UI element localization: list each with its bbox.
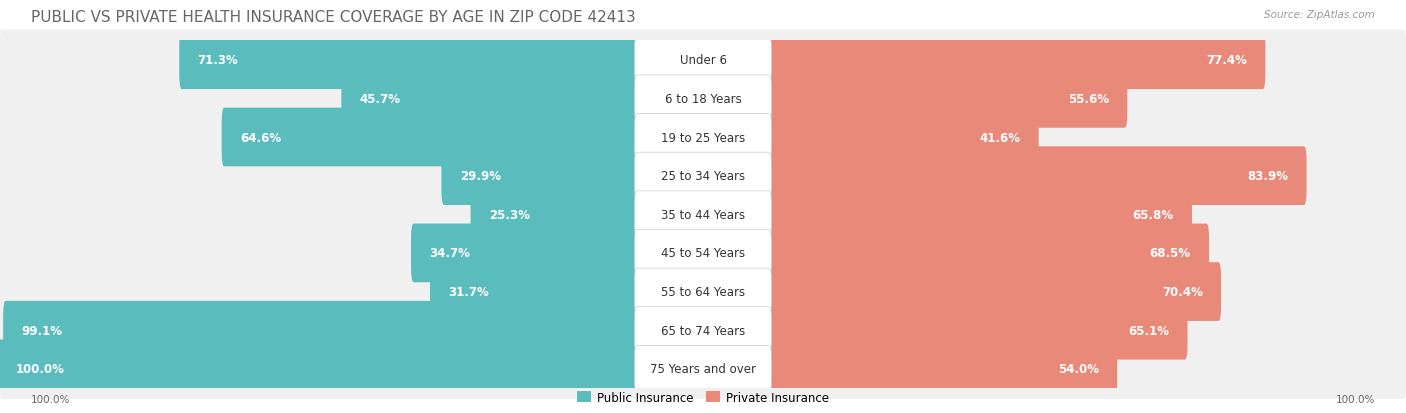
FancyBboxPatch shape [634,346,772,392]
FancyBboxPatch shape [222,108,636,167]
FancyBboxPatch shape [471,185,636,244]
FancyBboxPatch shape [634,191,772,238]
Text: 68.5%: 68.5% [1150,247,1191,260]
Text: 64.6%: 64.6% [240,131,281,144]
Text: PUBLIC VS PRIVATE HEALTH INSURANCE COVERAGE BY AGE IN ZIP CODE 42413: PUBLIC VS PRIVATE HEALTH INSURANCE COVER… [31,10,636,25]
FancyBboxPatch shape [634,76,772,123]
FancyBboxPatch shape [0,339,636,398]
FancyBboxPatch shape [0,108,1406,168]
FancyBboxPatch shape [770,301,1188,360]
Text: 25 to 34 Years: 25 to 34 Years [661,170,745,183]
FancyBboxPatch shape [0,262,1406,322]
Text: 65 to 74 Years: 65 to 74 Years [661,324,745,337]
FancyBboxPatch shape [634,37,772,84]
FancyBboxPatch shape [0,146,1406,206]
Legend: Public Insurance, Private Insurance: Public Insurance, Private Insurance [574,387,832,407]
FancyBboxPatch shape [770,108,1039,167]
Text: 31.7%: 31.7% [449,285,489,298]
Text: 100.0%: 100.0% [15,363,65,375]
Text: 45 to 54 Years: 45 to 54 Years [661,247,745,260]
Text: 83.9%: 83.9% [1247,170,1288,183]
FancyBboxPatch shape [411,224,636,282]
FancyBboxPatch shape [0,339,1406,399]
Text: 65.1%: 65.1% [1128,324,1170,337]
Text: 29.9%: 29.9% [460,170,501,183]
FancyBboxPatch shape [342,70,636,128]
Text: 65.8%: 65.8% [1132,208,1174,221]
FancyBboxPatch shape [0,185,1406,245]
Text: 77.4%: 77.4% [1206,54,1247,67]
FancyBboxPatch shape [0,300,1406,361]
Text: 55.6%: 55.6% [1067,93,1109,106]
FancyBboxPatch shape [770,224,1209,282]
Text: 35 to 44 Years: 35 to 44 Years [661,208,745,221]
Text: 19 to 25 Years: 19 to 25 Years [661,131,745,144]
Text: 70.4%: 70.4% [1161,285,1202,298]
Text: 41.6%: 41.6% [980,131,1021,144]
FancyBboxPatch shape [430,263,636,321]
Text: 99.1%: 99.1% [21,324,62,337]
FancyBboxPatch shape [0,223,1406,283]
FancyBboxPatch shape [634,307,772,354]
FancyBboxPatch shape [634,268,772,315]
FancyBboxPatch shape [179,31,636,90]
FancyBboxPatch shape [441,147,636,206]
FancyBboxPatch shape [0,69,1406,129]
Text: Under 6: Under 6 [679,54,727,67]
FancyBboxPatch shape [0,31,1406,90]
FancyBboxPatch shape [770,263,1220,321]
Text: 100.0%: 100.0% [1336,394,1375,404]
Text: 54.0%: 54.0% [1057,363,1099,375]
FancyBboxPatch shape [634,114,772,161]
FancyBboxPatch shape [770,70,1128,128]
Text: 71.3%: 71.3% [198,54,239,67]
Text: 6 to 18 Years: 6 to 18 Years [665,93,741,106]
Text: 45.7%: 45.7% [360,93,401,106]
FancyBboxPatch shape [3,301,636,360]
FancyBboxPatch shape [770,339,1118,398]
FancyBboxPatch shape [634,230,772,277]
Text: 100.0%: 100.0% [31,394,70,404]
Text: 75 Years and over: 75 Years and over [650,363,756,375]
Text: 25.3%: 25.3% [489,208,530,221]
Text: Source: ZipAtlas.com: Source: ZipAtlas.com [1264,10,1375,20]
Text: 55 to 64 Years: 55 to 64 Years [661,285,745,298]
FancyBboxPatch shape [770,185,1192,244]
FancyBboxPatch shape [770,147,1306,206]
FancyBboxPatch shape [770,31,1265,90]
FancyBboxPatch shape [634,153,772,199]
Text: 34.7%: 34.7% [429,247,470,260]
